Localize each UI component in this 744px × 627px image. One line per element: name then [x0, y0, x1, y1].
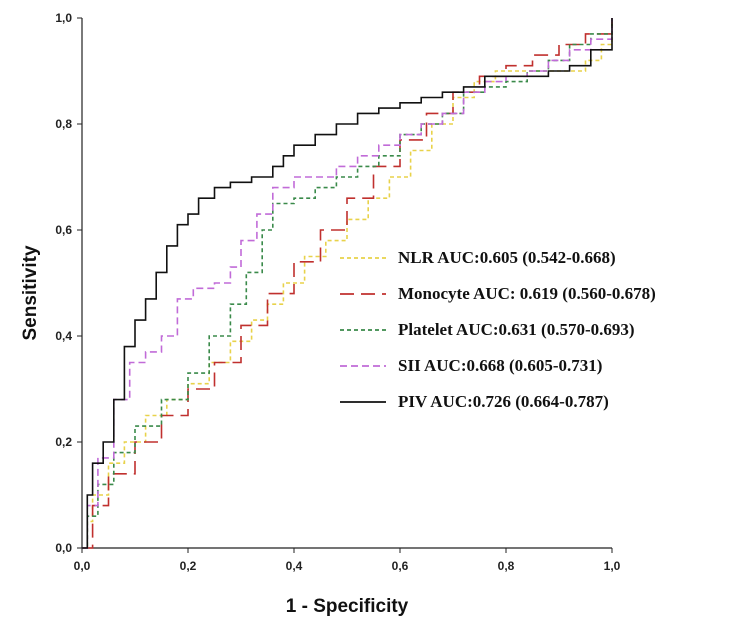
x-tick-label: 0,0 — [74, 559, 91, 573]
y-tick-label: 0,4 — [55, 329, 72, 343]
x-axis-title: 1 - Specificity — [286, 596, 409, 617]
y-tick-label: 0,2 — [55, 435, 72, 449]
series-line-sii — [82, 18, 613, 549]
legend: NLR AUC:0.605 (0.542-0.668) Monocyte AUC:… — [340, 248, 656, 411]
y-tick-label: 0,6 — [55, 223, 72, 237]
x-ticks: 0,0 0,2 0,4 0,6 0,8 1,0 — [74, 548, 621, 573]
x-tick-label: 1,0 — [604, 559, 621, 573]
legend-label-platelet: Platelet AUC:0.631 (0.570-0.693) — [398, 320, 635, 339]
y-tick-label: 0,8 — [55, 117, 72, 131]
series-line-monocyte — [82, 18, 613, 549]
series-line-platelet — [82, 18, 613, 549]
x-tick-label: 0,2 — [180, 559, 197, 573]
y-tick-label: 0,0 — [55, 541, 72, 555]
x-tick-label: 0,8 — [498, 559, 515, 573]
series-line-nlr — [82, 18, 613, 549]
plot-area — [81, 18, 612, 549]
legend-label-nlr: NLR AUC:0.605 (0.542-0.668) — [398, 248, 616, 267]
legend-label-sii: SII AUC:0.668 (0.605-0.731) — [398, 356, 602, 375]
y-tick-label: 1,0 — [55, 11, 72, 25]
x-tick-label: 0,4 — [286, 559, 303, 573]
series-layer — [82, 18, 613, 549]
x-tick-label: 0,6 — [392, 559, 409, 573]
y-axis-title: Sensitivity — [20, 245, 41, 340]
y-ticks: 0,0 0,2 0,4 0,6 0,8 1,0 — [55, 11, 82, 555]
legend-label-piv: PIV AUC:0.726 (0.664-0.787) — [398, 392, 609, 411]
series-line-piv — [82, 18, 613, 549]
legend-label-monocyte: Monocyte AUC: 0.619 (0.560-0.678) — [398, 284, 656, 303]
